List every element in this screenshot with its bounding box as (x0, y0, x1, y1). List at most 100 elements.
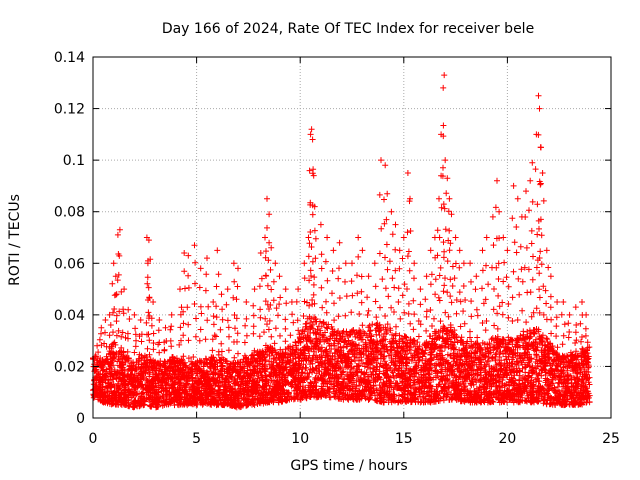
data-point (223, 286, 232, 365)
data-point (341, 260, 350, 360)
data-point (96, 324, 106, 368)
data-point (525, 177, 535, 348)
data-point (113, 231, 122, 356)
chart-title: Day 166 of 2024, Rate Of TEC Index for r… (162, 21, 534, 37)
data-point (447, 211, 456, 352)
x-axis-ticks: 0 5 10 15 20 25 (89, 57, 620, 447)
x-axis-label: GPS time / hours (290, 458, 407, 474)
data-point (534, 92, 543, 333)
x-tick-label: 20 (498, 431, 516, 447)
data-point (335, 239, 343, 362)
data-point (119, 286, 129, 368)
data-point (106, 311, 114, 366)
data-point (482, 234, 492, 353)
data-point (440, 72, 448, 330)
data-point (213, 247, 222, 355)
x-tick-label: 25 (602, 431, 620, 447)
data-point (180, 250, 188, 360)
data-point (582, 311, 591, 363)
data-point (445, 195, 454, 348)
data-point (405, 195, 414, 347)
data-point (494, 208, 503, 350)
data-point (528, 159, 537, 349)
data-point (304, 234, 313, 352)
data-point (148, 299, 157, 370)
data-point (329, 247, 338, 359)
data-point (348, 260, 356, 365)
data-point (399, 234, 408, 354)
data-point (427, 247, 435, 353)
data-point (422, 273, 430, 366)
x-tick-label: 5 (192, 431, 201, 447)
data-point (513, 195, 523, 349)
x-tick-label: 10 (291, 431, 309, 447)
data-point (440, 157, 450, 345)
data-point (143, 260, 153, 364)
data-point (472, 273, 481, 361)
data-point (155, 317, 164, 368)
data-point (250, 286, 258, 361)
data-point (434, 195, 444, 352)
data-point (431, 234, 440, 361)
data-point (322, 234, 331, 361)
data-point (196, 265, 205, 366)
data-point (546, 273, 555, 367)
data-point (111, 273, 121, 365)
data-point (364, 273, 373, 360)
data-point (358, 247, 366, 363)
data-point (353, 234, 363, 357)
data-point (489, 213, 498, 351)
data-point (309, 172, 318, 345)
data-point (521, 188, 531, 353)
data-point (395, 247, 404, 361)
y-tick-label: 0.02 (54, 359, 85, 375)
data-point (282, 286, 291, 364)
data-point (410, 260, 418, 361)
data-point (503, 247, 512, 357)
data-point (370, 260, 380, 363)
y-tick-label: 0.14 (54, 50, 85, 66)
data-point (161, 324, 170, 367)
data-point (184, 252, 192, 362)
data-point (270, 260, 280, 358)
y-tick-label: 0.08 (54, 205, 85, 221)
data-point (241, 299, 250, 364)
data-point (436, 131, 446, 341)
data-point (467, 260, 475, 357)
data-point (479, 247, 487, 359)
data-point (572, 304, 580, 372)
data-point (262, 195, 271, 349)
y-tick-label: 0.1 (63, 153, 85, 169)
y-tick-label: 0.06 (54, 256, 85, 272)
data-point (124, 306, 133, 364)
data-point (381, 162, 389, 343)
data-point (460, 260, 469, 357)
x-tick-label: 15 (395, 431, 413, 447)
y-axis-label: ROTI / TECUs (7, 194, 23, 286)
data-point (577, 299, 586, 369)
data-point (451, 234, 460, 361)
y-axis-ticks: 0 0.02 0.04 0.06 0.08 0.1 0.12 0.14 (54, 50, 611, 427)
data-point (287, 299, 297, 363)
data-point (565, 311, 574, 365)
data-point (310, 203, 319, 350)
data-point (499, 234, 508, 357)
data-point (376, 157, 386, 347)
data-point (136, 317, 145, 373)
data-point (217, 291, 226, 369)
plot-border (92, 56, 612, 419)
data-point (536, 144, 544, 340)
data-point (115, 226, 125, 351)
data-point (167, 311, 176, 365)
data-point (176, 286, 185, 367)
data-point (230, 260, 238, 361)
data-point (233, 265, 241, 357)
data-point (542, 247, 552, 361)
data-point (517, 213, 527, 351)
y-tick-label: 0.04 (54, 308, 85, 324)
data-points (90, 72, 593, 411)
data-point (256, 250, 265, 363)
data-point (443, 175, 452, 347)
data-point (317, 221, 326, 352)
